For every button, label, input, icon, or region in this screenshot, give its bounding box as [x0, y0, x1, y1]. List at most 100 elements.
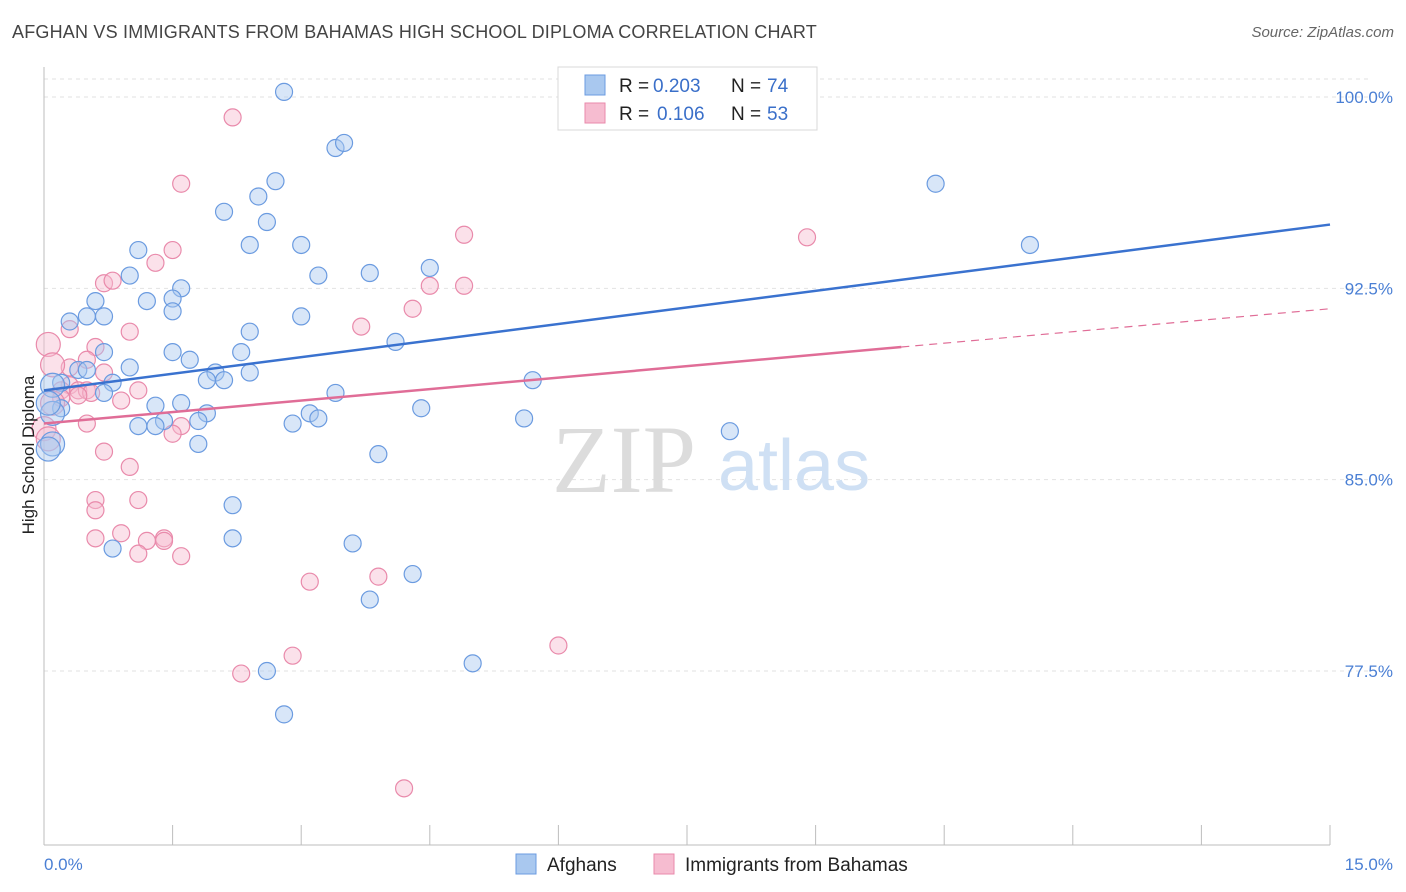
bahamas-point-44 [129, 544, 148, 563]
bahamas-point-37 [86, 501, 105, 520]
afghans-point-18 [137, 291, 156, 311]
afghans-point-10 [292, 235, 311, 255]
afghans-points [35, 82, 1040, 724]
bahamas-point-11 [352, 317, 371, 336]
afghans-point-23 [77, 307, 96, 326]
afghans-point-47 [412, 399, 431, 418]
bahamas-point-36 [86, 490, 105, 510]
legend-r-label-afghans: R = [619, 76, 649, 97]
x-tick-label-1: 15.0% [1345, 855, 1393, 874]
y-tick-label-1: 85.0% [1345, 471, 1393, 490]
bahamas-point-28 [112, 391, 131, 410]
watermark: ZIP atlas [552, 406, 870, 513]
afghans-point-8 [257, 212, 277, 232]
bahamas-point-15 [86, 337, 105, 357]
afghans-point-31 [180, 350, 199, 369]
bahamas-point-0 [223, 108, 242, 127]
bahamas-point-10 [403, 299, 422, 318]
afghans-point-71 [35, 436, 61, 462]
afghans-point-28 [163, 343, 182, 362]
y-tick-label-3: 100.0% [1335, 88, 1393, 107]
bahamas-point-12 [60, 320, 79, 339]
legend-n-label-afghans: N = [731, 76, 761, 97]
afghans-point-0 [274, 82, 294, 101]
afghans-point-57 [146, 416, 165, 436]
grid-lines [44, 78, 1370, 672]
afghans-point-9 [240, 235, 259, 255]
bahamas-point-19 [39, 352, 66, 378]
trend-line-1 [43, 345, 902, 425]
bahamas-point-35 [120, 457, 139, 477]
bahamas-point-47 [300, 572, 319, 591]
bahamas-point-7 [103, 271, 122, 290]
afghans-point-32 [120, 358, 139, 377]
bahamas-point-52 [35, 426, 61, 452]
afghans-point-4 [266, 172, 285, 191]
bottom-legend-label-bahamas: Immigrants from Bahamas [685, 855, 908, 876]
afghans-point-13 [360, 263, 379, 283]
bahamas-point-50 [232, 664, 251, 683]
afghans-point-52 [515, 409, 534, 428]
y-tick-label-2: 92.5% [1345, 279, 1393, 298]
afghans-point-68 [463, 654, 482, 673]
afghans-point-67 [360, 590, 379, 609]
afghans-point-73 [35, 390, 61, 416]
afghans-point-14 [420, 258, 439, 278]
afghans-point-34 [77, 360, 96, 380]
bahamas-point-8 [420, 276, 439, 295]
y-tick-label-0: 77.5% [1345, 662, 1393, 681]
afghans-point-59 [39, 431, 66, 457]
chart-source: Source: ZipAtlas.com [1251, 24, 1394, 41]
afghans-point-7 [926, 174, 945, 193]
afghans-point-60 [189, 434, 208, 454]
watermark-atlas: atlas [718, 426, 870, 506]
bahamas-point-4 [163, 240, 182, 260]
bottom-legend-label-afghans: Afghans [547, 855, 617, 876]
afghans-point-46 [146, 396, 165, 415]
legend-n-value-afghans: 74 [767, 76, 789, 97]
afghans-point-53 [129, 416, 148, 436]
afghans-point-15 [309, 266, 328, 285]
bahamas-point-46 [369, 567, 388, 586]
afghans-point-66 [403, 564, 422, 584]
chart-title: AFGHAN VS IMMIGRANTS FROM BAHAMAS HIGH S… [12, 22, 817, 42]
y-axis-label: High School Diploma [19, 375, 38, 534]
afghans-point-20 [86, 291, 105, 311]
afghans-point-6 [214, 202, 234, 221]
afghans-point-29 [232, 343, 251, 362]
legend-r-value-afghans: 0.203 [653, 76, 701, 97]
afghans-point-45 [172, 394, 191, 413]
afghans-point-64 [103, 539, 122, 558]
bahamas-point-51 [394, 779, 414, 798]
afghans-point-70 [274, 705, 294, 724]
bahamas-point-45 [172, 547, 191, 566]
afghans-point-69 [257, 661, 277, 681]
afghans-point-38 [214, 371, 234, 390]
x-tick-label-0: 0.0% [44, 855, 83, 874]
afghans-point-5 [249, 187, 268, 206]
bahamas-point-27 [129, 381, 148, 400]
afghans-point-11 [129, 240, 148, 260]
top-legend: R = 0.203 N = 74 R = 0.106 N = 53 [557, 66, 818, 131]
x-tick-labels: 0.0% 15.0% [44, 855, 1393, 874]
bottom-legend-swatch-bahamas [653, 853, 675, 875]
afghans-point-2 [326, 138, 345, 158]
legend-r-label-bahamas: R = [619, 104, 649, 125]
bahamas-point-2 [454, 225, 474, 244]
bahamas-point-43 [86, 529, 105, 548]
afghans-point-65 [343, 534, 362, 553]
afghans-point-12 [1020, 235, 1040, 255]
afghans-point-58 [720, 422, 739, 441]
watermark-zip: ZIP [552, 406, 696, 513]
afghans-point-19 [163, 289, 182, 308]
afghans-point-63 [223, 529, 242, 548]
bahamas-point-29 [69, 386, 88, 405]
bahamas-point-1 [172, 174, 191, 193]
trend-lines [43, 223, 1331, 425]
bahamas-point-38 [129, 490, 148, 510]
afghans-point-50 [300, 404, 319, 423]
afghans-point-48 [52, 399, 71, 418]
afghans-point-62 [223, 496, 242, 515]
afghans-point-27 [386, 332, 405, 352]
afghans-point-21 [163, 302, 182, 321]
